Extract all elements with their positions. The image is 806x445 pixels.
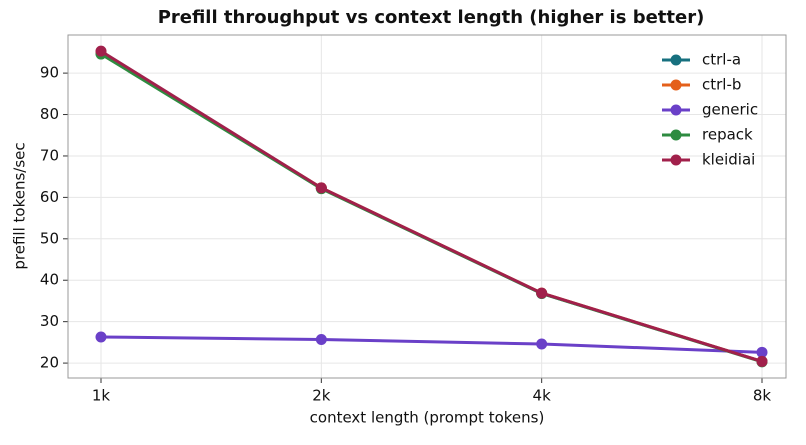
legend-marker bbox=[670, 104, 682, 116]
x-axis-label: context length (prompt tokens) bbox=[310, 409, 545, 427]
y-tick-label: 90 bbox=[40, 64, 59, 82]
legend-marker bbox=[670, 154, 682, 166]
point bbox=[315, 182, 327, 194]
legend-label: repack bbox=[702, 126, 753, 144]
point bbox=[315, 333, 327, 345]
legend-marker bbox=[670, 79, 682, 91]
legend-label: generic bbox=[702, 101, 758, 119]
point bbox=[536, 338, 548, 350]
legend-marker bbox=[670, 129, 682, 141]
x-tick-label: 2k bbox=[312, 387, 331, 405]
y-tick-label: 70 bbox=[40, 146, 59, 164]
series-line bbox=[100, 50, 763, 363]
point bbox=[95, 331, 107, 343]
point bbox=[756, 346, 768, 358]
legend-label: ctrl-b bbox=[702, 76, 741, 94]
y-tick-label: 30 bbox=[40, 312, 59, 330]
series-line bbox=[100, 49, 763, 363]
y-tick-label: 20 bbox=[40, 354, 59, 372]
legend-label: ctrl-a bbox=[702, 51, 741, 69]
series-line bbox=[100, 335, 763, 354]
chart-title: Prefill throughput vs context length (hi… bbox=[158, 7, 705, 28]
x-tick-label: 1k bbox=[92, 387, 111, 405]
y-tick-label: 50 bbox=[40, 229, 59, 247]
legend-marker bbox=[670, 54, 682, 66]
point bbox=[756, 355, 768, 367]
x-tick-label: 4k bbox=[533, 387, 552, 405]
y-tick-label: 40 bbox=[40, 271, 59, 289]
series-line bbox=[100, 51, 763, 363]
x-tick-label: 8k bbox=[753, 387, 772, 405]
legend-label: kleidiai bbox=[702, 151, 755, 169]
series-line bbox=[100, 52, 763, 364]
y-axis-label: prefill tokens/sec bbox=[11, 142, 29, 269]
point bbox=[95, 45, 107, 57]
y-tick-label: 80 bbox=[40, 105, 59, 123]
y-tick-label: 60 bbox=[40, 188, 59, 206]
plot-frame bbox=[67, 34, 787, 379]
point bbox=[536, 287, 548, 299]
